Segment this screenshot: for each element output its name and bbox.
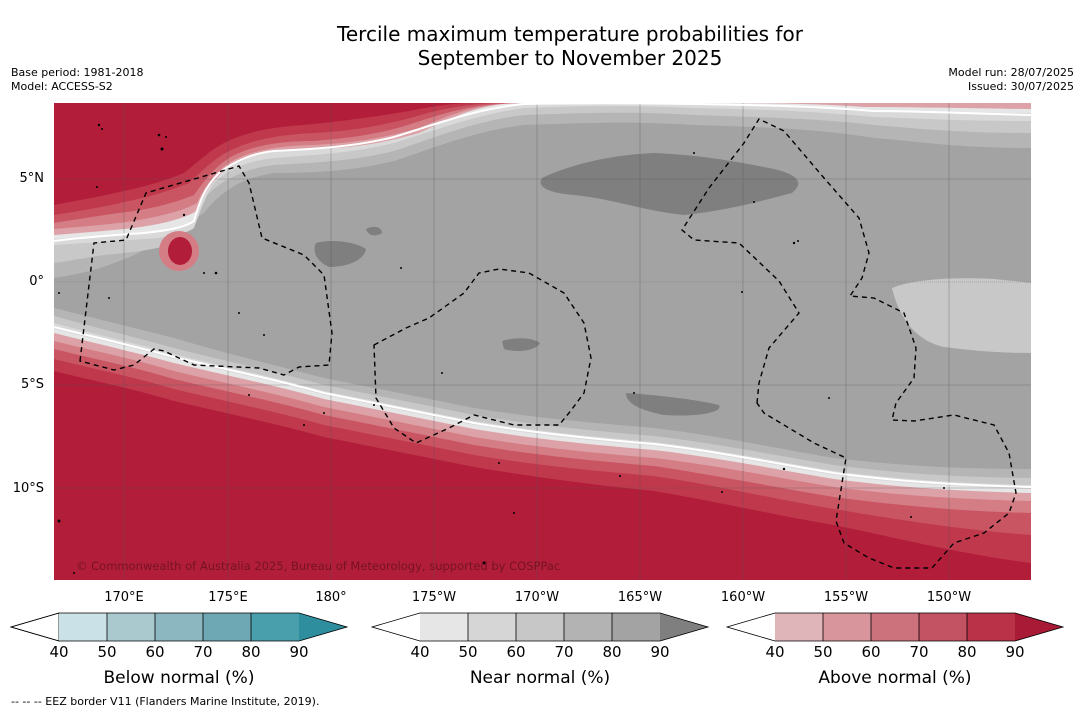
base-period-text: Base period: 1981-2018 — [11, 66, 144, 79]
colorbar-near-tick-60: 60 — [506, 643, 526, 661]
colorbar-below-tick-50: 50 — [97, 643, 117, 661]
colorbar-below-tick-70: 70 — [193, 643, 213, 661]
colorbar-near-bin-50 — [468, 613, 516, 641]
colorbar-below-bin-40 — [59, 613, 107, 641]
meta-right: Model run: 28/07/2025 Issued: 30/07/2025 — [948, 66, 1074, 94]
lon-label-150w: 150°W — [926, 590, 972, 605]
lon-label-170e: 170°E — [104, 590, 144, 605]
colorbar-above-bin-50 — [823, 613, 871, 641]
colorbar-below-bin-50 — [107, 613, 155, 641]
north-boundary-line — [54, 103, 1031, 242]
near-90-patch-small — [366, 226, 382, 236]
north-above-90-region — [54, 103, 474, 205]
colorbar-above-tick-60: 60 — [861, 643, 881, 661]
lon-label-160w: 160°W — [720, 590, 766, 605]
colorbar-near-tick-80: 80 — [602, 643, 622, 661]
colorbar-below-tick-80: 80 — [241, 643, 261, 661]
lat-label-5n: 5°N — [19, 171, 45, 186]
colorbar-above-tick-50: 50 — [813, 643, 833, 661]
islands — [57, 123, 945, 574]
title-line-1: Tercile maximum temperature probabilitie… — [337, 22, 803, 46]
lat-label-0: 0° — [29, 274, 44, 289]
colorbar-below-bin-60 — [155, 613, 203, 641]
lon-label-180: 180° — [315, 590, 347, 605]
chart-title: Tercile maximum temperature probabilitie… — [0, 22, 1085, 70]
colorbar-near-max-extend — [660, 613, 708, 641]
colorbar-near-title: Near normal (%) — [469, 668, 611, 688]
lon-label-165w: 165°W — [617, 590, 663, 605]
colorbar-below-max-extend — [299, 613, 347, 641]
eez-footnote: -- -- -- EEZ border V11 (Flanders Marine… — [11, 695, 320, 708]
colorbar-below-tick-60: 60 — [145, 643, 165, 661]
colorbar-below-title: Below normal (%) — [103, 668, 255, 688]
map-svg — [54, 103, 1031, 580]
colorbar-above-tick-90: 90 — [1005, 643, 1025, 661]
colorbar-above-max-extend — [1015, 613, 1063, 641]
near-90-patch-west — [314, 241, 366, 267]
lon-label-155w: 155°W — [823, 590, 869, 605]
model-run-text: Model run: 28/07/2025 — [948, 66, 1074, 79]
title-line-2: September to November 2025 — [417, 46, 723, 70]
colorbar-above-tick-70: 70 — [909, 643, 929, 661]
colorbar-near-tick-40: 40 — [410, 643, 430, 661]
colorbar-above-bin-70 — [919, 613, 967, 641]
colorbar-below-tick-90: 90 — [289, 643, 309, 661]
probability-map — [54, 103, 1031, 580]
warm-spot-core — [168, 237, 192, 265]
colorbar-above-bin-80 — [967, 613, 1015, 641]
near-90-patch-central — [502, 338, 540, 351]
lon-label-170w: 170°W — [514, 590, 560, 605]
near-90-patch-south — [626, 393, 720, 416]
colorbar-near-tick-90: 90 — [650, 643, 670, 661]
colorbar-above-bin-40 — [775, 613, 823, 641]
colorbar-below-tick-40: 40 — [49, 643, 69, 661]
colorbar-above-min-extend — [727, 613, 775, 641]
colorbar-near-bin-60 — [516, 613, 564, 641]
lat-label-10s: 10°S — [12, 481, 44, 496]
lat-label-5s: 5°S — [20, 377, 44, 392]
colorbar-near-bin-70 — [564, 613, 612, 641]
colorbar-near-bin-40 — [420, 613, 468, 641]
colorbar-above-title: Above normal (%) — [818, 668, 972, 688]
colorbar-above-normal — [726, 612, 1065, 642]
colorbar-above-tick-40: 40 — [765, 643, 785, 661]
colorbar-near-normal — [371, 612, 710, 642]
near-60-patch-east — [892, 278, 1031, 353]
copyright-text: © Commonwealth of Australia 2025, Bureau… — [76, 559, 561, 573]
south-above-90-region — [54, 371, 1031, 580]
colorbar-above-tick-80: 80 — [957, 643, 977, 661]
colorbar-near-bin-80 — [612, 613, 660, 641]
near-90-patch-north — [540, 153, 799, 215]
model-text: Model: ACCESS-S2 — [11, 80, 113, 93]
colorbar-above-bin-60 — [871, 613, 919, 641]
lon-label-175w: 175°W — [411, 590, 457, 605]
colorbar-near-tick-50: 50 — [458, 643, 478, 661]
eez-borders — [79, 118, 1017, 569]
colorbar-below-bin-70 — [203, 613, 251, 641]
colorbar-below-min-extend — [10, 612, 60, 642]
meta-left: Base period: 1981-2018 Model: ACCESS-S2 — [11, 66, 143, 94]
colorbar-below-bin-80 — [251, 613, 299, 641]
colorbar-near-tick-70: 70 — [554, 643, 574, 661]
issued-text: Issued: 30/07/2025 — [967, 80, 1074, 93]
colorbar-near-min-extend — [372, 613, 420, 641]
graticule — [54, 103, 1031, 580]
colorbar-below-normal — [10, 612, 349, 642]
lon-label-175e: 175°E — [208, 590, 248, 605]
